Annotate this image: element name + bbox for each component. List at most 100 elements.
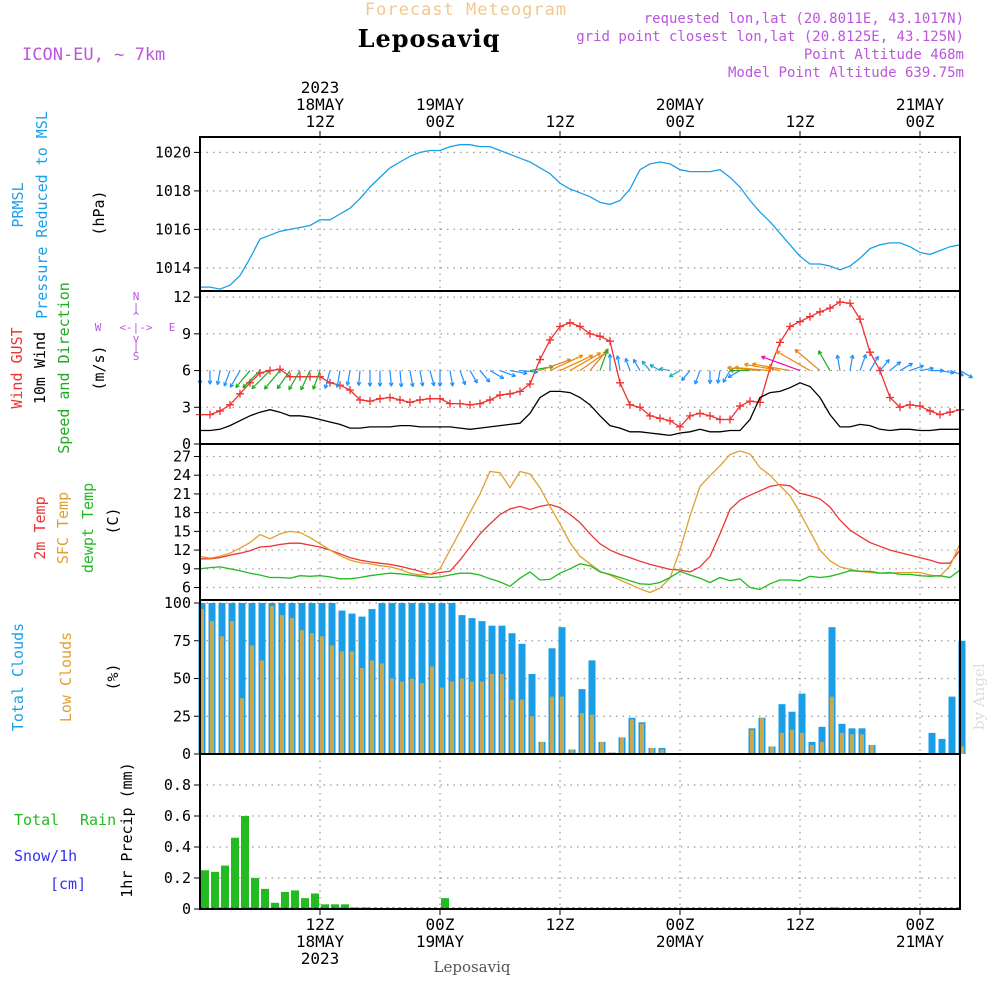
label-dewpt: dewpt Temp <box>79 483 97 573</box>
compass-s-arrow: v <box>133 332 140 345</box>
label-total: Total <box>14 811 59 829</box>
pressure-ytick-label: 1014 <box>155 259 191 277</box>
wind-barb <box>459 370 466 385</box>
wind-barb <box>744 363 781 372</box>
wind-barb <box>727 367 761 372</box>
gust-marker <box>526 380 534 389</box>
temperature-ytick-label: 21 <box>173 485 191 503</box>
wind-barb <box>836 354 841 371</box>
low-cloud-bar <box>280 615 284 754</box>
low-cloud-bar <box>470 681 474 754</box>
total-cloud-bar <box>818 726 826 754</box>
wind-barb <box>276 370 291 390</box>
clouds-ytick-label: 100 <box>164 594 191 612</box>
gust-marker <box>356 395 364 404</box>
model-altitude: Model Point Altitude 639.75m <box>728 65 964 81</box>
wind-barb <box>859 354 867 371</box>
label-precip-mm: 1hr Precip (mm) <box>118 762 136 897</box>
gust-marker <box>546 335 554 344</box>
wind-barb-head <box>588 354 594 359</box>
wind-barb <box>409 370 414 387</box>
low-cloud-bar <box>440 687 444 754</box>
wind-barb-head <box>398 383 404 388</box>
clouds-ytick-label: 50 <box>173 670 191 688</box>
wind-barb <box>776 350 811 372</box>
clouds-ytick-label: 25 <box>173 707 191 725</box>
wind-barb-head <box>409 382 415 388</box>
total-cloud-bar <box>418 603 426 754</box>
wind-barb <box>818 350 831 371</box>
rain-bar <box>211 871 219 909</box>
low-cloud-bar <box>780 732 784 754</box>
low-cloud-bar <box>620 737 624 754</box>
total-cloud-bar <box>388 603 396 754</box>
low-cloud-bar <box>870 744 874 754</box>
clouds-panel: 0 25 50 75 100 <box>164 594 966 763</box>
10m-wind-line <box>200 382 960 437</box>
wind-barb <box>288 370 301 390</box>
gust-marker <box>866 348 874 357</box>
wind-barb <box>649 364 661 372</box>
wind-barb <box>509 369 528 375</box>
low-cloud-bar <box>220 636 224 754</box>
wind-barb <box>849 354 854 371</box>
wind-barb <box>734 366 771 372</box>
gust-marker <box>486 395 494 404</box>
bottom-time-label: 00Z <box>666 915 695 934</box>
wind-barb-head <box>658 366 664 372</box>
precip-frame <box>199 753 961 910</box>
total-cloud-bar <box>438 603 446 754</box>
wind-barb <box>669 370 681 378</box>
bottom-time-label: 18MAY <box>296 932 345 951</box>
wind-barb <box>722 370 731 383</box>
wind-labels: Wind GUST 10m Wind Speed and Direction (… <box>8 282 175 454</box>
pressure-ytick-label: 1018 <box>155 182 191 200</box>
low-cloud-bar <box>460 678 464 754</box>
wind-barb <box>889 361 901 372</box>
wind-barb <box>489 370 504 379</box>
wind-barb-head <box>604 349 609 354</box>
gust-marker <box>806 312 814 321</box>
gust-marker <box>886 393 894 402</box>
wind-barb <box>694 370 701 385</box>
wind-barb-head <box>722 378 727 383</box>
gust-marker <box>626 400 634 409</box>
wind-barb-head <box>356 381 362 386</box>
label-c: (C) <box>104 507 122 534</box>
low-cloud-bar <box>420 683 424 754</box>
compass-n-arrow: ^ <box>133 310 140 323</box>
wind-barb <box>959 370 973 379</box>
gust-marker <box>496 391 504 400</box>
label-2mtemp: 2m Temp <box>31 496 49 559</box>
wind-barb-head <box>794 349 800 354</box>
wind-barb <box>599 349 609 371</box>
gust-marker <box>666 416 674 425</box>
precip-panel: 0 0.2 0.4 0.6 0.8 <box>164 753 961 918</box>
wind-barb <box>727 370 741 378</box>
total-cloud-bar <box>958 640 966 754</box>
wind-barb <box>616 355 621 371</box>
wind-barb-head <box>727 365 732 371</box>
compass-rose: N | ^ W <-|-> E v | S <box>95 290 176 363</box>
wind-barb <box>519 369 538 373</box>
wind-barb-head <box>461 380 467 386</box>
pressure-ytick-label: 1020 <box>155 143 191 161</box>
wind-barb-head <box>288 385 293 391</box>
wind-barb-head <box>596 352 602 357</box>
wind-barb-head <box>908 362 913 368</box>
rain-bar <box>291 890 299 909</box>
precip-labels: Total Rain Snow/1h [cm] 1hr Precip (mm) <box>14 762 136 897</box>
rain-bar <box>221 865 229 909</box>
wind-panel: 0 3 6 9 12 <box>173 288 973 453</box>
wind-barb-head <box>727 373 733 379</box>
wind-barb <box>399 370 403 388</box>
wind-barb <box>389 370 392 387</box>
gust-marker <box>856 315 864 324</box>
gust-marker <box>586 329 594 338</box>
label-speed-dir: Speed and Direction <box>55 282 73 454</box>
low-cloud-bar <box>320 636 324 754</box>
wind-barb-head <box>430 381 436 387</box>
wind-barb-head <box>473 379 478 384</box>
wind-barb-head <box>335 383 340 388</box>
gust-marker <box>576 322 584 331</box>
